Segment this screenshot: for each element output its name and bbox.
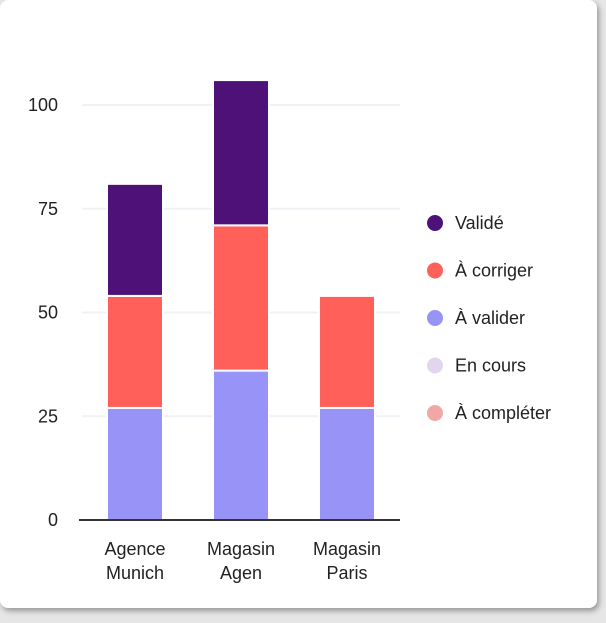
- x-tick-label-line: Agence: [104, 539, 165, 559]
- y-tick-label: 0: [48, 510, 58, 530]
- legend-swatch: [427, 310, 443, 326]
- legend-label: À corriger: [455, 261, 533, 281]
- bar-segment[interactable]: [212, 79, 270, 227]
- x-tick-label-line: Paris: [326, 563, 367, 583]
- x-tick-label-line: Magasin: [207, 539, 275, 559]
- x-tick-label-line: Magasin: [313, 539, 381, 559]
- legend-item[interactable]: À compléter: [427, 403, 551, 423]
- legend-item[interactable]: À corriger: [427, 261, 533, 281]
- x-tick-label: Agence Munich: [104, 539, 165, 583]
- bar-segment[interactable]: [212, 369, 270, 521]
- legend-swatch: [427, 262, 443, 279]
- bar-segment[interactable]: [318, 294, 376, 409]
- legend-item[interactable]: À valider: [427, 308, 525, 328]
- y-tick-label: 75: [38, 199, 58, 219]
- bars: [106, 79, 376, 522]
- legend-swatch: [427, 405, 443, 421]
- legend-label: En cours: [455, 356, 526, 376]
- legend-swatch: [427, 357, 443, 374]
- y-tick-label: 100: [28, 95, 58, 115]
- legend-label: À compléter: [455, 403, 551, 423]
- bar-segment[interactable]: [106, 406, 164, 522]
- y-tick-label: 25: [38, 406, 58, 426]
- chart-card: 0 25 50 75 100 Agence Munich Magasin Agen Magasin…: [0, 0, 597, 608]
- bar-segment[interactable]: [106, 294, 164, 409]
- bar-segment[interactable]: [212, 224, 270, 372]
- bar-segment[interactable]: [106, 182, 164, 297]
- legend-item[interactable]: En cours: [427, 356, 526, 376]
- legend-item[interactable]: Validé: [427, 213, 504, 233]
- bar-segment[interactable]: [318, 406, 376, 522]
- x-tick-label: Magasin Agen: [207, 539, 275, 583]
- legend-label: À valider: [455, 308, 525, 328]
- legend[interactable]: Validé À corriger À valider En cours À compl…: [427, 213, 551, 423]
- legend-swatch: [427, 215, 443, 231]
- y-tick-label: 50: [38, 303, 58, 323]
- legend-label: Validé: [455, 213, 504, 233]
- x-tick-label-line: Agen: [220, 563, 262, 583]
- x-tick-label: Magasin Paris: [313, 539, 381, 583]
- x-tick-label-line: Munich: [106, 563, 164, 583]
